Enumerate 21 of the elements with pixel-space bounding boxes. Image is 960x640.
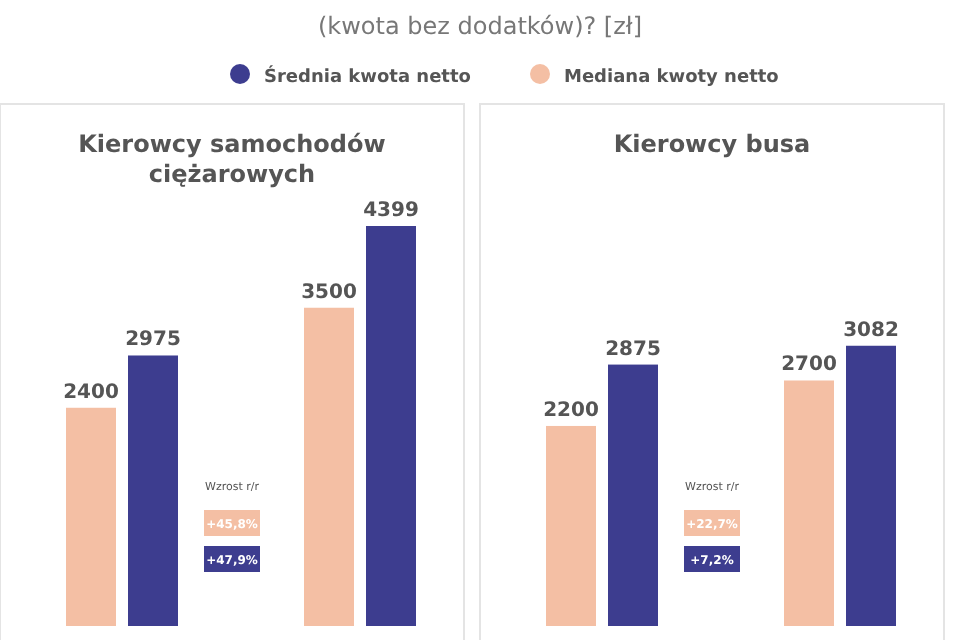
data-label: 2200: [543, 399, 599, 422]
data-label: 3082: [843, 319, 899, 342]
data-label: 2400: [63, 381, 119, 404]
bar: [366, 226, 416, 626]
bar: [304, 307, 354, 626]
data-label: 3500: [301, 281, 357, 304]
chart-subtitle: Kierowcy samochodów ciężarowych: [78, 130, 386, 188]
bar: [608, 364, 658, 626]
chart-title: (kwota bez dodatków)? [zł]: [317, 12, 643, 40]
bar: [66, 407, 116, 626]
data-label: 2875: [605, 338, 661, 361]
data-label: 2700: [781, 354, 837, 377]
legend-label: Średnia kwota netto: [264, 64, 471, 88]
data-label: 4399: [363, 200, 419, 222]
bar: [546, 425, 596, 626]
bar: [128, 355, 178, 626]
bar: [846, 345, 896, 626]
data-label: 2975: [125, 329, 181, 352]
bar: [784, 380, 834, 626]
legend-label: Mediana kwoty netto: [564, 68, 779, 88]
chart-subtitle: Kierowcy busa: [613, 130, 811, 158]
